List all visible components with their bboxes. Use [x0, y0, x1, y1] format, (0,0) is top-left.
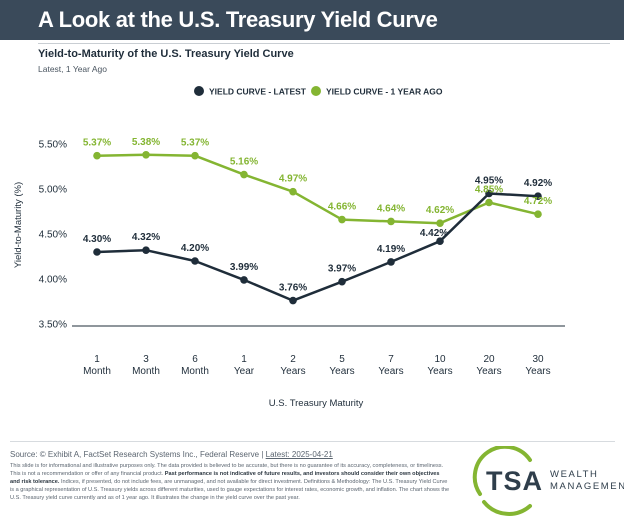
title-divider	[38, 43, 610, 44]
y-tick-label: 5.00%	[39, 185, 67, 196]
data-point-year-ago	[534, 210, 542, 218]
data-point-latest	[534, 192, 542, 200]
data-label-year-ago: 4.85%	[475, 185, 503, 196]
footer-disclaimer: This slide is for informational and illu…	[10, 462, 450, 502]
data-point-latest	[93, 248, 101, 256]
data-point-year-ago	[289, 187, 297, 196]
data-point-year-ago	[142, 151, 150, 159]
data-label-latest: 4.20%	[181, 243, 209, 254]
x-tick-label: 10 Years	[427, 354, 452, 377]
series-layer: 4.30% 4.32% 4.20% 3.99% 3.76% 3.97% 4.19% 4.42%…	[83, 137, 552, 305]
data-label-year-ago: 5.37%	[83, 138, 111, 149]
x-axis: 1 Month 3 Month 6 Month 1 Year 2 Years 5 Years 7 Year…	[83, 354, 551, 377]
data-point-year-ago	[436, 219, 444, 227]
page-title: A Look at the U.S. Treasury Yield Curve	[38, 7, 438, 32]
data-point-year-ago	[387, 217, 395, 226]
data-label-year-ago: 4.66%	[328, 202, 356, 213]
data-label-year-ago: 5.37%	[181, 138, 209, 149]
x-tick-label: 6 Month	[181, 354, 209, 377]
x-tick-label: 5 Years	[329, 354, 354, 377]
logo-wordmark: TSA	[486, 466, 543, 496]
legend-label-latest: YIELD CURVE - LATEST	[209, 87, 307, 97]
y-tick-label: 4.00%	[39, 275, 67, 286]
footer-divider	[10, 441, 615, 442]
data-label-latest: 4.32%	[132, 232, 160, 243]
x-tick-label: 2 Years	[280, 354, 305, 377]
logo-text-line2: MANAGEMENT	[550, 481, 624, 492]
chart-title: Yield-to-Maturity of the U.S. Treasury Y…	[38, 48, 294, 60]
x-axis-title: U.S. Treasury Maturity	[269, 398, 364, 409]
data-label-year-ago: 5.38%	[132, 137, 160, 148]
disclaimer-text-2: Indices, if presented, do not include fe…	[10, 479, 450, 501]
data-label-year-ago: 4.62%	[426, 205, 454, 216]
data-point-latest	[142, 246, 150, 254]
legend-marker-latest	[194, 86, 204, 96]
footer-source: Source: © Exhibit A, FactSet Research Sy…	[10, 450, 333, 459]
data-point-year-ago	[338, 215, 346, 224]
x-tick-label: 1 Year	[234, 354, 255, 377]
source-date: Latest: 2025-04-21	[265, 450, 333, 459]
x-tick-label: 20 Years	[476, 354, 501, 377]
data-point-latest	[240, 276, 248, 284]
data-point-year-ago	[191, 151, 199, 160]
data-label-latest: 3.97%	[328, 264, 356, 275]
legend-marker-year-ago	[311, 86, 321, 96]
logo-text-line1: WEALTH	[550, 469, 599, 480]
x-tick-label: 30 Years	[525, 354, 550, 377]
data-label-year-ago: 5.16%	[230, 157, 258, 168]
data-label-latest: 4.30%	[83, 234, 111, 245]
y-tick-label: 4.50%	[39, 230, 67, 241]
series-line-year-ago	[96, 153, 539, 225]
y-axis-title: Yield-to-Maturity (%)	[13, 182, 24, 268]
data-point-latest	[338, 277, 346, 286]
data-point-latest	[485, 189, 493, 198]
data-label-latest: 4.19%	[377, 244, 405, 255]
logo-arc-icon	[472, 446, 532, 516]
yield-curve-chart: YIELD CURVE - LATEST YIELD CURVE - 1 YEA…	[13, 86, 565, 409]
data-point-year-ago	[93, 151, 101, 160]
data-point-latest	[289, 296, 297, 305]
data-label-year-ago: 4.72%	[524, 196, 552, 207]
data-label-latest: 3.99%	[230, 262, 258, 273]
data-point-latest	[191, 257, 199, 265]
data-label-year-ago: 4.64%	[377, 203, 405, 214]
legend-label-year-ago: YIELD CURVE - 1 YEAR AGO	[326, 87, 443, 97]
data-label-latest: 4.95%	[475, 176, 503, 187]
data-label-latest: 4.42%	[420, 228, 448, 239]
y-axis: 3.50% 4.00% 4.50% 5.00% 5.50%	[39, 140, 67, 331]
chart-subtitle: Latest, 1 Year Ago	[38, 64, 108, 74]
data-point-latest	[387, 258, 395, 266]
data-label-latest: 4.92%	[524, 178, 552, 189]
y-tick-label: 3.50%	[39, 320, 67, 331]
y-tick-label: 5.50%	[39, 140, 67, 151]
company-logo: TSA WEALTH MANAGEMENT	[468, 446, 624, 516]
data-label-year-ago: 4.97%	[279, 174, 307, 185]
data-point-year-ago	[240, 170, 248, 179]
data-point-year-ago	[485, 198, 493, 207]
x-tick-label: 7 Years	[378, 354, 403, 377]
disclaimer-bold-text: Past performance is not indicative of fu…	[10, 471, 440, 485]
series-line-latest	[96, 192, 539, 302]
data-label-latest: 3.76%	[279, 283, 307, 294]
source-text: Source: © Exhibit A, FactSet Research Sy…	[10, 450, 266, 459]
chart-legend: YIELD CURVE - LATEST YIELD CURVE - 1 YEA…	[194, 86, 443, 97]
x-tick-label: 1 Month	[83, 354, 111, 377]
disclaimer-text-1: This slide is for informational and illu…	[10, 463, 444, 477]
data-point-latest	[436, 237, 444, 245]
x-tick-label: 3 Month	[132, 354, 160, 377]
header-bar: A Look at the U.S. Treasury Yield Curve	[0, 0, 624, 40]
